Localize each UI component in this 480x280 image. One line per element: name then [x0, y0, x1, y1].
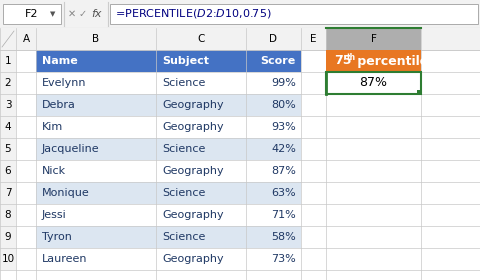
Bar [300, 138, 325, 160]
Bar [36, 72, 300, 94]
Bar [0, 28, 480, 50]
Text: B: B [92, 34, 99, 44]
Bar [0, 94, 16, 116]
Bar [0, 160, 16, 182]
Text: 99%: 99% [271, 78, 295, 88]
Text: 93%: 93% [271, 122, 295, 132]
Text: 75: 75 [333, 55, 351, 67]
Bar [300, 116, 325, 138]
Text: 8: 8 [5, 210, 12, 220]
Bar [300, 182, 325, 204]
Bar [36, 248, 300, 270]
Bar [0, 182, 16, 204]
Bar [36, 204, 300, 226]
Text: Geography: Geography [162, 100, 223, 110]
Bar [416, 90, 420, 94]
Bar [300, 160, 325, 182]
Text: 1: 1 [5, 56, 12, 66]
Text: 2: 2 [5, 78, 12, 88]
Text: 71%: 71% [271, 210, 295, 220]
Text: 63%: 63% [271, 188, 295, 198]
Text: Geography: Geography [162, 166, 223, 176]
Text: Score: Score [260, 56, 295, 66]
Text: Monique: Monique [42, 188, 90, 198]
Text: Tyron: Tyron [42, 232, 72, 242]
Text: 5: 5 [5, 144, 12, 154]
Text: 42%: 42% [271, 144, 295, 154]
Text: =PERCENTILE($D$2:$D$10,0.75): =PERCENTILE($D$2:$D$10,0.75) [115, 8, 271, 20]
Text: Geography: Geography [162, 122, 223, 132]
Text: 9: 9 [5, 232, 12, 242]
Bar [3, 4, 61, 24]
Text: 73%: 73% [271, 254, 295, 264]
Text: Science: Science [162, 78, 205, 88]
Text: ▼: ▼ [50, 11, 56, 17]
Text: fx: fx [92, 9, 102, 19]
Text: Kim: Kim [42, 122, 63, 132]
Text: Laureen: Laureen [42, 254, 87, 264]
Text: 6: 6 [5, 166, 12, 176]
Bar [110, 4, 477, 24]
Text: Geography: Geography [162, 254, 223, 264]
Bar [300, 204, 325, 226]
Text: Science: Science [162, 232, 205, 242]
Text: 80%: 80% [271, 100, 295, 110]
Text: 58%: 58% [271, 232, 295, 242]
Bar [0, 248, 16, 270]
Text: C: C [197, 34, 204, 44]
Text: ✕: ✕ [68, 9, 76, 19]
Bar [325, 72, 420, 94]
Text: 7: 7 [5, 188, 12, 198]
Text: Subject: Subject [162, 56, 209, 66]
Text: Name: Name [42, 56, 78, 66]
Text: 3: 3 [5, 100, 12, 110]
Text: 4: 4 [5, 122, 12, 132]
Bar [36, 50, 300, 72]
Text: Science: Science [162, 188, 205, 198]
Bar [0, 0, 480, 28]
Bar [300, 248, 325, 270]
Text: 10: 10 [1, 254, 14, 264]
Text: F: F [370, 34, 376, 44]
Bar [300, 226, 325, 248]
Text: Jessi: Jessi [42, 210, 67, 220]
Bar [0, 226, 16, 248]
Bar [325, 28, 420, 50]
Bar [0, 204, 16, 226]
Text: D: D [269, 34, 277, 44]
Text: percentile of Score: percentile of Score [352, 55, 480, 67]
Bar [36, 182, 300, 204]
Bar [36, 116, 300, 138]
Text: Nick: Nick [42, 166, 66, 176]
Bar [36, 138, 300, 160]
Bar [325, 50, 420, 72]
Text: A: A [23, 34, 29, 44]
Bar [36, 94, 300, 116]
Text: Jacqueline: Jacqueline [42, 144, 99, 154]
Text: Geography: Geography [162, 210, 223, 220]
Text: Evelynn: Evelynn [42, 78, 86, 88]
Bar [0, 50, 16, 72]
Bar [300, 50, 325, 72]
Text: 87%: 87% [359, 76, 387, 90]
Text: ✓: ✓ [79, 9, 87, 19]
Bar [0, 138, 16, 160]
Bar [36, 160, 300, 182]
Bar [0, 72, 16, 94]
Bar [300, 94, 325, 116]
Text: E: E [310, 34, 316, 44]
Text: F2: F2 [25, 9, 39, 19]
Text: th: th [346, 53, 355, 62]
Text: Science: Science [162, 144, 205, 154]
Text: 87%: 87% [271, 166, 295, 176]
Bar [36, 226, 300, 248]
Bar [0, 116, 16, 138]
Bar [300, 72, 325, 94]
Text: Debra: Debra [42, 100, 76, 110]
